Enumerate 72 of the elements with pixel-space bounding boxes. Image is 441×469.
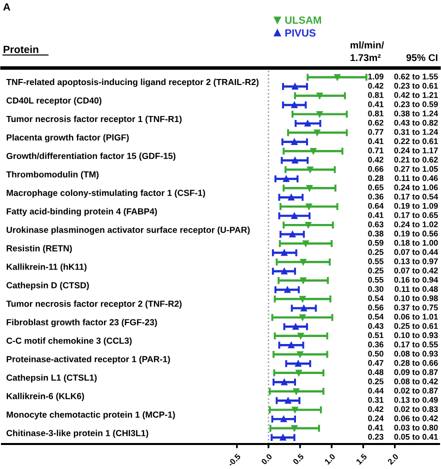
text: 0.54 0.10 to 0.98 xyxy=(368,295,438,302)
text: 0.44 0.02 to 0.87 xyxy=(368,388,438,394)
text: 0.42 0.02 to 0.83 xyxy=(368,406,438,412)
text: 0.48 0.09 to 0.87 xyxy=(368,369,438,376)
text: 0.81 0.42 to 1.21 xyxy=(368,92,438,98)
y-tick-label: Fatty acid-binding protein 4 (FABP4) xyxy=(6,208,157,216)
y-axis-title: Protein xyxy=(4,45,38,54)
text: 0.41 0.17 to 0.65 xyxy=(368,212,438,218)
legend-label: ULSAM xyxy=(285,16,322,24)
y-tick-label: CD40L receptor (CD40) xyxy=(6,97,102,106)
legend-label: PIVUS xyxy=(285,29,316,37)
text: 0.24 0.06 to 0.42 xyxy=(368,415,438,422)
text: 0.38 0.19 to 0.56 xyxy=(368,230,438,236)
text: 1.09 0.62 to 1.55 xyxy=(368,74,438,80)
y-tick-label: C-C motif chemokine 3 (CCL3) xyxy=(6,337,132,346)
y-tick-label: Placenta growth factor (PlGF) xyxy=(6,134,129,142)
text: 0.77 0.31 to 1.24 xyxy=(368,129,438,135)
text: 0.42 0.23 to 0.61 xyxy=(368,82,438,89)
y-tick-label: Proteinase-activated receptor 1 (PAR-1) xyxy=(6,356,170,364)
y-tick-label: Kallikrein-6 (KLK6) xyxy=(6,392,84,401)
text: 0.25 0.07 to 0.44 xyxy=(368,249,438,255)
y-tick-label: TNF-related apoptosis-inducing ligand receptor 2 (TRAIL-R2) xyxy=(6,78,259,87)
text: 0.30 0.11 to 0.48 xyxy=(368,286,438,292)
x-tick-label: 0.0 xyxy=(260,453,272,465)
text: 0.81 0.38 to 1.24 xyxy=(368,110,438,116)
text: 0.43 0.25 to 0.61 xyxy=(368,323,438,329)
text: 0.56 0.37 to 0.75 xyxy=(368,304,438,310)
y-tick-label: Monocyte chemotactic protein 1 (MCP-1) xyxy=(6,411,175,420)
text: 0.64 0.19 to 1.09 xyxy=(368,202,438,209)
text: 0.71 0.24 to 1.17 xyxy=(368,148,438,154)
text: 0.65 0.24 to 1.06 xyxy=(368,184,438,190)
text: ml/min/ 1.73m² xyxy=(350,41,384,62)
text: 0.42 0.21 to 0.62 xyxy=(368,156,438,163)
text: 0.23 0.05 to 0.41 xyxy=(368,434,438,440)
text: 0.28 0.11 to 0.46 xyxy=(368,175,438,182)
text: 0.36 0.17 to 0.54 xyxy=(368,194,438,200)
text: 0.36 0.17 to 0.55 xyxy=(368,342,438,348)
text: 0.55 0.16 to 0.94 xyxy=(368,276,438,283)
y-tick-label: Resistin (RETN) xyxy=(6,244,72,254)
text: 0.50 0.08 to 0.93 xyxy=(368,350,438,357)
y-tick-label: Tumor necrosis factor receptor 1 (TNF-R1) xyxy=(6,116,182,124)
x-tick-label: -0.5 xyxy=(227,453,241,467)
y-tick-label: Cathepsin D (CTSD) xyxy=(6,282,89,290)
text: 0.31 0.13 to 0.49 xyxy=(368,396,438,403)
text: 0.51 0.10 to 0.93 xyxy=(368,332,438,338)
text: 0.66 0.27 to 1.05 xyxy=(368,166,438,172)
x-tick-label: 2.0 xyxy=(387,453,399,465)
text: 0.41 0.23 to 0.59 xyxy=(368,101,438,108)
y-tick-label: Tumor necrosis factor receptor 2 (TNF-R2) xyxy=(6,300,182,309)
y-tick-label: Macrophage colony-stimulating factor 1 (CSF-1) xyxy=(6,190,206,198)
text: 0.62 0.43 to 0.82 xyxy=(368,120,438,126)
text: 0.47 0.28 to 0.66 xyxy=(368,360,438,366)
y-tick-label: Growth/differentiation factor 15 (GDF-15) xyxy=(6,152,176,161)
text: 0.25 0.07 to 0.42 xyxy=(368,268,438,274)
text: 0.54 0.06 to 1.01 xyxy=(368,314,438,320)
text: 0.59 0.18 to 1.00 xyxy=(368,240,438,246)
chart-title: A xyxy=(3,3,10,11)
y-tick-label: Fibroblast growth factor 23 (FGF-23) xyxy=(6,318,157,328)
text: 0.63 0.24 to 1.02 xyxy=(368,221,438,228)
y-tick-label: Kallikrein-11 (hK11) xyxy=(6,263,86,272)
x-tick-label: 1.0 xyxy=(324,453,336,465)
x-tick-label: 0.5 xyxy=(292,453,304,465)
text: 0.41 0.03 to 0.80 xyxy=(368,424,438,431)
y-tick-label: Cathepsin L1 (CTSL1) xyxy=(6,374,97,382)
text: 95% CI xyxy=(406,54,438,62)
x-tick-label: 1.5 xyxy=(356,453,368,465)
y-tick-label: Urokinase plasminogen activator surface receptor (U-PAR) xyxy=(6,226,250,235)
text: 0.25 0.08 to 0.42 xyxy=(368,378,438,384)
y-tick-label: Thrombomodulin (TM) xyxy=(6,171,99,180)
text: 0.55 0.13 to 0.97 xyxy=(368,258,438,264)
y-tick-label: Chitinase-3-like protein 1 (CHI3L1) xyxy=(6,430,148,438)
text: 0.41 0.22 to 0.61 xyxy=(368,138,438,144)
